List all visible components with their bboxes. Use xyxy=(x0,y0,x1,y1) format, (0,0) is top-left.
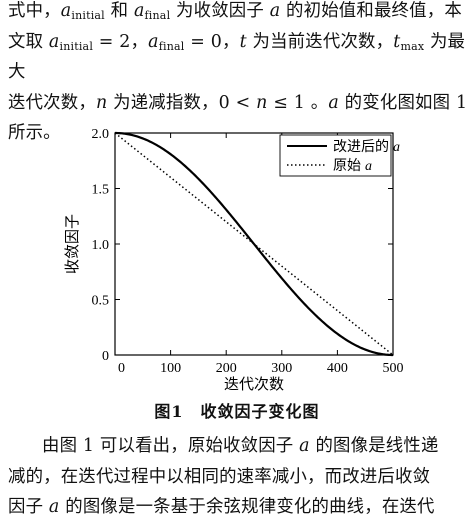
figure-caption: 图1 收敛因子变化图 xyxy=(154,402,320,421)
y-tick-label: 1.5 xyxy=(92,183,110,198)
paragraph-1: 式中，ainitial 和 afinal 为收敛因子 a 的初始值和最终值，本 … xyxy=(8,0,468,149)
x-tick-label: 200 xyxy=(216,361,237,376)
legend-box xyxy=(279,134,392,177)
paragraph-2-line-3: 因子 a 的图像是一条基于余弦规律变化的曲线，在迭代 xyxy=(8,497,435,517)
axis-ticks: 100 200 300 400 500 00 0.5 1.0 1.5 2.0 xyxy=(92,127,404,376)
x-axis-label: 迭代次数 xyxy=(224,376,284,393)
x-tick-label-zero: 0 xyxy=(118,361,125,376)
legend-entry-original: 原始 a xyxy=(333,158,372,174)
paragraph-2: 由图 1 可以看出，原始收敛因子 a 的图像是线性递 减的，在迭代过程中以相同的… xyxy=(8,431,468,523)
x-tick-label: 100 xyxy=(160,361,181,376)
y-tick-label: 2.0 xyxy=(92,127,110,142)
series-line-improved xyxy=(114,131,394,357)
y-axis-label: 收敛因子 xyxy=(64,214,81,274)
y-tick-label: 1.0 xyxy=(92,238,110,253)
x-tick-label: 400 xyxy=(327,361,348,376)
x-tick-label: 300 xyxy=(271,361,292,376)
paragraph-2-line-2: 减的，在迭代过程中以相同的速率减小，而改进后收敛 xyxy=(8,466,431,487)
series-group xyxy=(114,131,394,357)
paragraph-1-line-1: 式中，ainitial 和 afinal 为收敛因子 a 的初始值和最终值，本 xyxy=(8,1,462,22)
y-tick-label: 0 xyxy=(102,349,109,364)
paragraph-1-line-3: 迭代次数，n 为递减指数，0 < n ≤ 1 。a 的变化图如图 1 xyxy=(8,92,468,113)
paragraph-1-line-2: 文取 ainitial = 2，afinal = 0，t 为当前迭代次数，tma… xyxy=(8,31,466,83)
series-line-original xyxy=(114,132,394,356)
x-tick-label: 500 xyxy=(383,361,404,376)
paragraph-2-line-1: 由图 1 可以看出，原始收敛因子 a 的图像是线性递 xyxy=(42,436,439,456)
legend-entry-improved: 改进后的 a xyxy=(333,139,400,155)
legend: 改进后的 a 原始 a xyxy=(279,134,400,177)
y-tick-label: 0.5 xyxy=(92,294,110,309)
paragraph-1-line-4: 所示。 xyxy=(8,123,61,143)
